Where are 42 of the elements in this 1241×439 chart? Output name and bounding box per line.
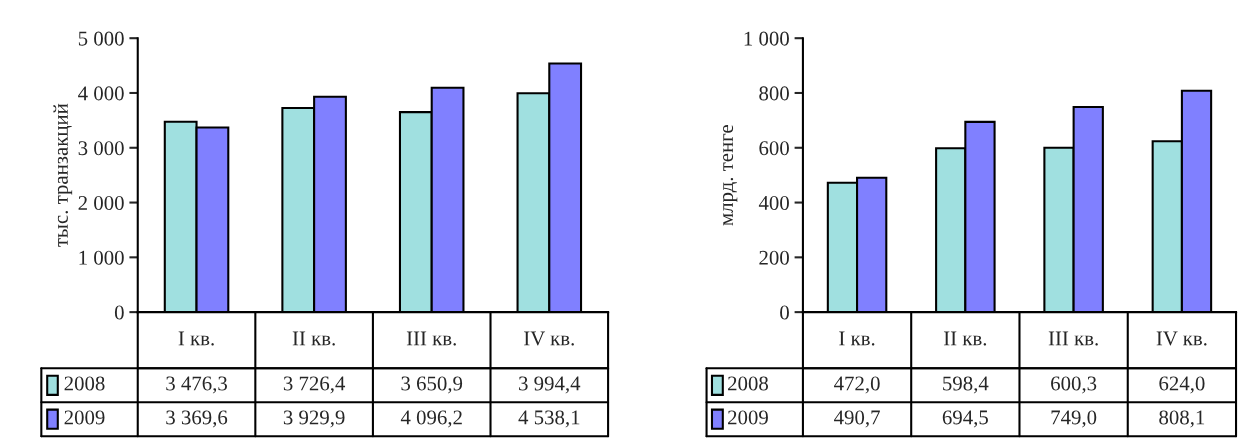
- y-tick-label: 200: [759, 250, 789, 265]
- x-tick-label: I кв.: [178, 331, 214, 346]
- data-label: 624,0: [1159, 376, 1205, 394]
- legend-label: 2008: [64, 376, 105, 391]
- data-label: 808,1: [1159, 410, 1205, 428]
- y-tick-label: 800: [759, 86, 789, 101]
- data-label: 3 994,4: [519, 376, 581, 394]
- x-tick-label: IV кв.: [1156, 331, 1207, 346]
- data-label: 490,7: [834, 410, 880, 428]
- x-tick-label: II кв.: [943, 331, 987, 346]
- data-label: 3 476,3: [166, 376, 227, 394]
- x-tick-label: III кв.: [406, 331, 456, 346]
- legend-label: 2009: [64, 410, 105, 425]
- data-label: 472,0: [834, 376, 880, 394]
- y-tick-label: 1 000: [744, 31, 789, 46]
- data-label: 3 929,9: [283, 410, 345, 428]
- data-label: 749,0: [1051, 410, 1097, 428]
- data-label: 3 650,9: [401, 376, 463, 394]
- y-tick-label: 0: [114, 305, 124, 320]
- y-tick-label: 400: [758, 195, 789, 210]
- legend-label: 2009: [728, 410, 768, 425]
- data-label: 3 726,4: [283, 376, 346, 394]
- x-tick-label: I кв.: [839, 331, 875, 346]
- y-tick-label: 0: [780, 305, 789, 320]
- data-label: 3 369,6: [166, 410, 228, 428]
- x-tick-label: IV кв.: [524, 331, 574, 346]
- y-axis-title: млрд. тенге: [723, 125, 738, 226]
- data-label: 694,5: [942, 410, 988, 428]
- y-tick-label: 2 000: [78, 195, 124, 210]
- data-label: 598,4: [943, 376, 989, 394]
- data-label: 600,3: [1051, 376, 1097, 394]
- legend-label: 2008: [728, 376, 769, 391]
- data-label: 4 538,1: [518, 410, 580, 428]
- x-tick-label: III кв.: [1048, 331, 1098, 346]
- data-label: 4 096,2: [400, 410, 462, 428]
- x-tick-label: II кв.: [292, 331, 335, 346]
- y-tick-label: 5 000: [78, 31, 124, 46]
- y-tick-label: 1 000: [79, 250, 124, 265]
- y-tick-label: 3 000: [78, 141, 124, 156]
- y-tick-label: 600: [759, 141, 789, 156]
- y-tick-label: 4 000: [78, 86, 124, 101]
- y-axis-title: тыс. транзакций: [53, 103, 73, 247]
